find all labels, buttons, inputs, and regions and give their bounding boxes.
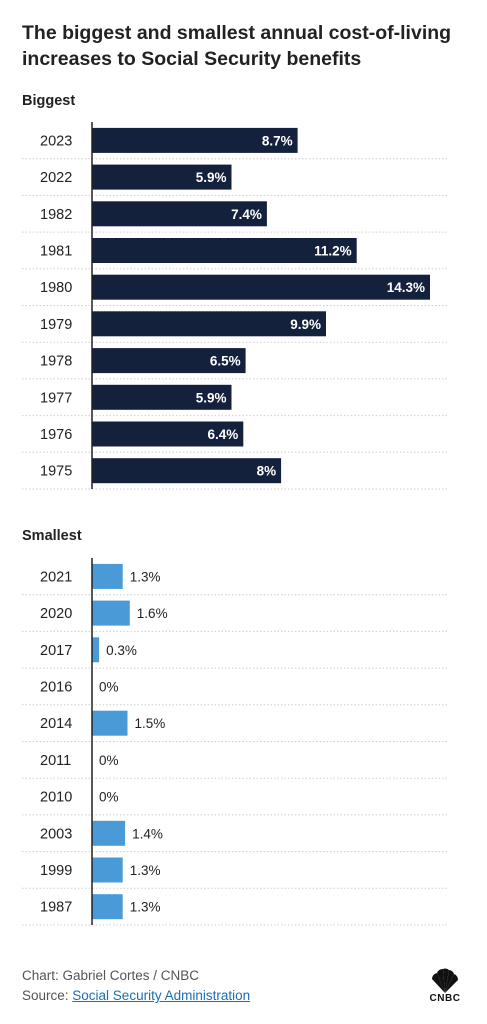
smallest-year-label: 2016 bbox=[40, 680, 72, 696]
biggest-year-label: 1975 bbox=[40, 464, 72, 480]
biggest-year-label: 1981 bbox=[40, 244, 72, 260]
biggest-bar bbox=[92, 458, 282, 484]
smallest-year-label: 1999 bbox=[40, 863, 72, 879]
smallest-value-label: 1.3% bbox=[130, 900, 161, 915]
biggest-bar bbox=[92, 384, 232, 410]
biggest-year-label: 2023 bbox=[40, 133, 72, 149]
smallest-year-label: 2014 bbox=[40, 716, 72, 732]
chart-title: The biggest and smallest annual cost-of-… bbox=[22, 22, 452, 70]
biggest-value-label: 5.9% bbox=[196, 170, 227, 185]
biggest-value-label: 6.5% bbox=[210, 354, 241, 369]
smallest-value-label: 1.6% bbox=[137, 606, 168, 621]
source-prefix: Source: bbox=[22, 988, 73, 1003]
smallest-bar bbox=[92, 820, 126, 846]
biggest-value-label: 9.9% bbox=[290, 317, 321, 332]
smallest-value-label: 0% bbox=[99, 753, 119, 768]
biggest-value-label: 8.7% bbox=[262, 133, 293, 148]
section-label-biggest: Biggest bbox=[22, 93, 76, 109]
peacock-icon bbox=[431, 968, 459, 993]
biggest-bar-chart: 2023 8.7% 2022 5.9% 1982 7.4% 1981 11.2% 1980 14.… bbox=[22, 122, 448, 490]
biggest-value-label: 11.2% bbox=[314, 244, 352, 259]
biggest-year-label: 1976 bbox=[40, 427, 72, 443]
biggest-bar bbox=[92, 348, 246, 374]
smallest-value-label: 0.3% bbox=[106, 643, 137, 658]
source-link[interactable]: Social Security Administration bbox=[72, 988, 251, 1003]
smallest-bar bbox=[92, 710, 128, 736]
smallest-bar bbox=[92, 600, 130, 626]
biggest-bar bbox=[92, 127, 298, 153]
chart-credit: Chart: Gabriel Cortes / CNBC bbox=[22, 968, 200, 983]
biggest-year-label: 1982 bbox=[40, 207, 72, 223]
biggest-bar bbox=[92, 274, 430, 300]
smallest-year-label: 2010 bbox=[40, 790, 72, 806]
biggest-year-label: 1978 bbox=[40, 354, 72, 370]
biggest-bar bbox=[92, 238, 357, 263]
smallest-year-label: 2011 bbox=[40, 753, 71, 769]
biggest-value-label: 7.4% bbox=[231, 207, 262, 222]
smallest-value-label: 1.3% bbox=[130, 863, 161, 878]
biggest-value-label: 6.4% bbox=[208, 427, 239, 442]
biggest-value-label: 5.9% bbox=[196, 390, 227, 405]
smallest-year-label: 1987 bbox=[40, 900, 72, 916]
logo-text: CNBC bbox=[429, 993, 461, 1004]
smallest-value-label: 1.4% bbox=[132, 826, 163, 841]
smallest-value-label: 0% bbox=[99, 790, 119, 805]
smallest-year-label: 2017 bbox=[40, 643, 72, 659]
smallest-value-label: 1.3% bbox=[130, 569, 161, 584]
smallest-year-label: 2020 bbox=[40, 606, 72, 622]
biggest-bar bbox=[92, 201, 267, 227]
smallest-year-label: 2021 bbox=[40, 569, 72, 585]
biggest-year-label: 1979 bbox=[40, 317, 72, 333]
section-label-smallest: Smallest bbox=[22, 528, 82, 544]
biggest-bar bbox=[92, 421, 244, 447]
biggest-year-label: 1977 bbox=[40, 390, 72, 406]
smallest-value-label: 0% bbox=[99, 680, 119, 695]
smallest-value-label: 1.5% bbox=[135, 716, 166, 731]
biggest-value-label: 8% bbox=[257, 464, 277, 479]
biggest-value-label: 14.3% bbox=[387, 280, 425, 295]
smallest-year-label: 2003 bbox=[40, 826, 72, 842]
smallest-bar bbox=[92, 857, 123, 883]
biggest-year-label: 2022 bbox=[40, 170, 72, 186]
smallest-bar bbox=[92, 894, 123, 920]
cnbc-logo: CNBC bbox=[423, 967, 467, 1011]
source-line: Source: Social Security Administration bbox=[22, 988, 250, 1003]
biggest-bar bbox=[92, 164, 232, 190]
biggest-bar bbox=[92, 311, 326, 337]
smallest-bar bbox=[92, 563, 123, 589]
smallest-bar bbox=[92, 637, 100, 663]
biggest-year-label: 1980 bbox=[40, 280, 72, 296]
smallest-bar-chart: 2021 1.3% 2020 1.6% 2017 0.3% 2016 0% 2014 1.5% 20… bbox=[22, 558, 448, 926]
